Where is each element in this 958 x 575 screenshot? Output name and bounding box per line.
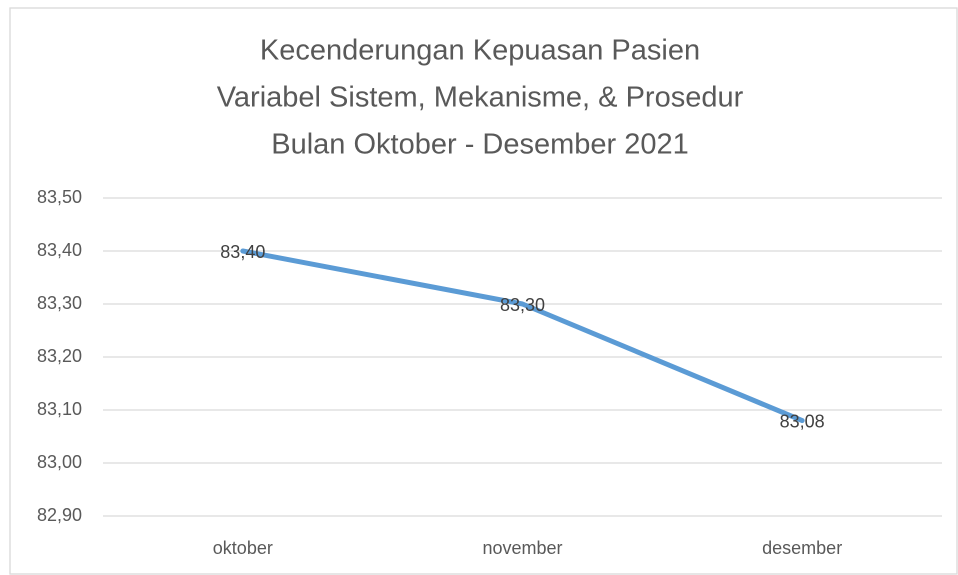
line	[240, 248, 805, 424]
y-tick-label: 83,20	[37, 346, 82, 366]
x-tick-label: november	[482, 538, 562, 558]
y-tick-label: 82,90	[37, 505, 82, 525]
chart-title: Bulan Oktober - Desember 2021	[271, 129, 689, 161]
chart-border	[9, 7, 958, 575]
y-tick-label: 83,10	[37, 399, 82, 419]
data-label: 83,40	[220, 242, 265, 262]
y-tick-label: 83,30	[37, 293, 82, 313]
y-tick-label: 83,40	[37, 240, 82, 260]
data-label: 83,08	[780, 411, 825, 431]
chart-title: Variabel Sistem, Mekanisme, & Prosedur	[217, 82, 744, 114]
y-tick-label: 83,00	[37, 452, 82, 472]
chart-title: Kecenderungan Kepuasan Pasien	[260, 35, 700, 67]
data-label: 83,30	[500, 295, 545, 315]
x-tick-label: oktober	[213, 538, 273, 558]
y-tick-label: 83,50	[37, 187, 82, 207]
x-tick-label: desember	[762, 538, 842, 558]
